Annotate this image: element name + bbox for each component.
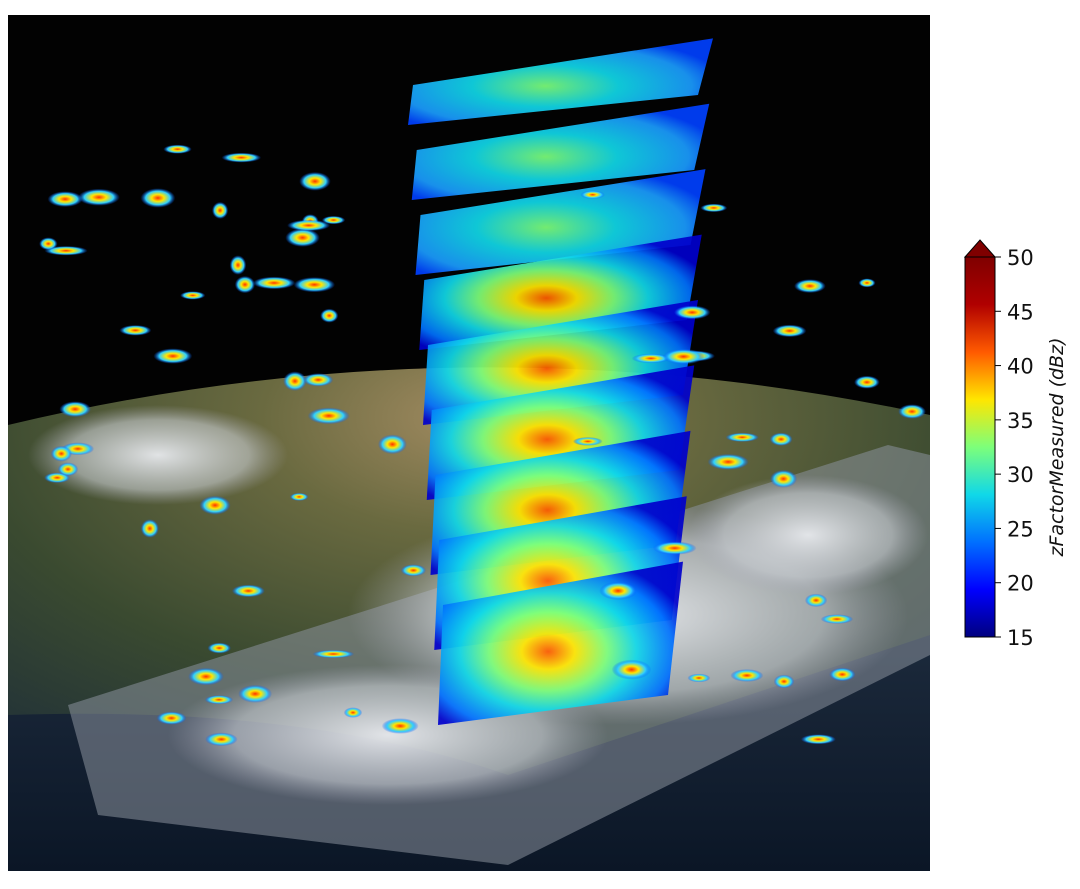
storm-cell — [804, 593, 828, 608]
storm-cell — [700, 203, 728, 213]
radar-layers — [408, 38, 713, 725]
storm-cell — [378, 434, 407, 455]
storm-cell — [119, 325, 152, 336]
storm-cell — [572, 437, 603, 446]
colorbar-tick-label: 20 — [1007, 572, 1034, 596]
colorbar-tick-label: 35 — [1007, 409, 1034, 433]
radar-3d-visualization — [8, 15, 930, 871]
radar-reflectivity-layer — [411, 103, 710, 200]
storm-cell — [57, 462, 79, 477]
colorbar-extend-triangle — [963, 239, 997, 258]
storm-cell — [39, 237, 58, 251]
storm-cell — [599, 581, 637, 600]
storm-cell — [794, 279, 826, 293]
storm-cell — [188, 667, 224, 686]
storm-cell — [773, 674, 795, 689]
colorbar-tick-label: 50 — [1007, 246, 1034, 270]
storm-cell — [285, 228, 320, 247]
storm-cell — [50, 445, 72, 462]
storm-cell — [769, 432, 793, 446]
cloud — [688, 475, 928, 595]
storm-cell — [293, 277, 336, 293]
storm-cell — [287, 219, 331, 232]
colorbar-tick-label: 15 — [1007, 626, 1034, 650]
storm-cell — [730, 669, 764, 682]
storm-cell — [400, 564, 427, 577]
storm-cell — [307, 407, 350, 425]
storm-cell — [207, 642, 231, 654]
storm-cell — [381, 718, 419, 734]
storm-cell — [156, 711, 187, 725]
storm-cell — [858, 278, 876, 288]
storm-cell — [800, 734, 836, 745]
storm-cell — [687, 673, 711, 683]
storm-cell — [231, 584, 265, 598]
storm-cell — [283, 371, 307, 391]
radar-reflectivity-layer — [438, 561, 683, 725]
storm-cell — [829, 667, 856, 682]
storm-cell — [772, 324, 807, 338]
storm-cell — [854, 375, 880, 389]
storm-cell — [163, 144, 192, 154]
colorbar-tick-label: 30 — [1007, 463, 1034, 487]
storm-cell — [898, 404, 926, 419]
storm-cells — [39, 144, 926, 747]
storm-cell — [204, 695, 234, 705]
storm-cell — [611, 659, 652, 680]
storm-cell — [303, 373, 334, 387]
storm-cell — [321, 215, 346, 225]
storm-cell — [820, 614, 854, 624]
colorbar-tick-label: 45 — [1007, 300, 1034, 324]
colorbar-tick-label: 40 — [1007, 355, 1034, 379]
storm-cell — [229, 255, 247, 275]
storm-cell — [47, 191, 83, 207]
storm-cell — [343, 707, 363, 718]
storm-cell — [140, 519, 159, 538]
cloud — [28, 405, 288, 505]
storm-cell — [673, 305, 711, 320]
storm-cell — [770, 469, 797, 488]
storm-cell — [580, 190, 605, 199]
colorbar: 15 20 25 30 35 40 45 50 zFactorMeasured (dBz) — [963, 239, 1068, 650]
storm-cell — [320, 308, 339, 323]
storm-cell — [211, 201, 229, 219]
colorbar-bar — [964, 256, 996, 638]
storm-cell — [78, 188, 120, 206]
storm-cell — [252, 276, 296, 290]
storm-cell — [707, 453, 749, 470]
storm-cell — [631, 353, 670, 364]
storm-cell — [662, 348, 705, 365]
storm-cell — [221, 152, 262, 163]
storm-cell — [153, 348, 193, 364]
storm-cell — [140, 188, 176, 208]
storm-cell — [238, 684, 273, 703]
radar-reflectivity-layer — [408, 38, 713, 125]
storm-cell — [59, 401, 91, 418]
storm-cell — [44, 245, 88, 256]
storm-cell — [180, 291, 206, 300]
storm-cell — [725, 432, 759, 442]
storm-cell — [205, 732, 238, 747]
storm-cell — [652, 541, 697, 555]
storm-cell — [299, 171, 331, 191]
storm-cell — [234, 275, 256, 294]
colorbar-label: zFactorMeasured (dBz) — [1046, 337, 1068, 557]
storm-cell — [199, 495, 231, 515]
colorbar-tick-label: 25 — [1007, 517, 1034, 541]
storm-cell — [289, 492, 309, 501]
storm-cell — [312, 649, 355, 659]
